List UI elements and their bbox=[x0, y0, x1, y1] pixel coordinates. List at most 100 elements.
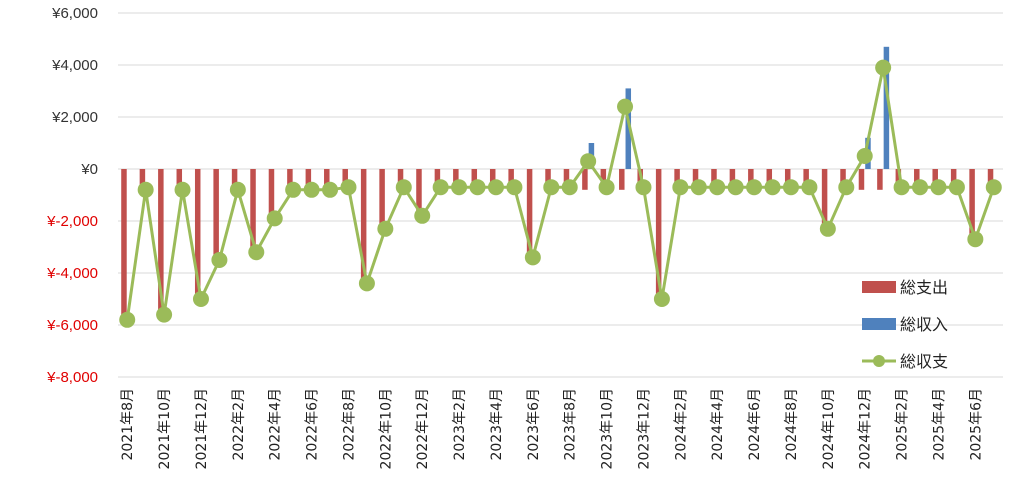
bar-expense bbox=[250, 169, 256, 253]
x-tick-label: 2023年6月 bbox=[526, 388, 542, 461]
x-tick-label: 2021年8月 bbox=[120, 388, 136, 461]
legend-label-balance: 総収支 bbox=[900, 352, 948, 371]
bar-expense bbox=[950, 169, 957, 188]
bar-expense bbox=[360, 169, 367, 284]
point-balance bbox=[137, 181, 154, 198]
bar-expense bbox=[674, 169, 680, 188]
bar-expense bbox=[692, 169, 699, 188]
bar-expense bbox=[416, 169, 422, 216]
bar-expense bbox=[526, 169, 533, 258]
point-balance bbox=[414, 207, 431, 224]
bar-expense bbox=[453, 169, 459, 188]
legend-swatch-income bbox=[862, 318, 896, 330]
point-balance bbox=[285, 181, 302, 198]
point-balance bbox=[119, 311, 136, 328]
point-balance bbox=[211, 252, 228, 268]
y-tick-label: ¥4,000 bbox=[51, 57, 98, 74]
point-balance bbox=[727, 179, 744, 196]
point-balance bbox=[580, 153, 597, 170]
x-tick-label: 2025年4月 bbox=[931, 388, 947, 461]
x-tick-label: 2024年2月 bbox=[673, 388, 689, 461]
point-balance bbox=[967, 231, 984, 248]
bar-expense bbox=[600, 169, 607, 188]
bar-expense bbox=[582, 169, 588, 190]
bar-expense bbox=[655, 169, 662, 299]
x-tick-label: 2025年6月 bbox=[968, 388, 984, 461]
point-balance bbox=[229, 181, 246, 198]
y-tick-label: ¥-8,000 bbox=[46, 369, 98, 386]
bar-expense bbox=[914, 169, 920, 188]
point-balance bbox=[948, 179, 965, 196]
point-balance bbox=[709, 179, 726, 196]
point-balance bbox=[340, 179, 357, 196]
point-balance bbox=[801, 179, 818, 196]
bar-income bbox=[883, 46, 890, 169]
point-balance bbox=[174, 181, 191, 198]
x-tick-label: 2023年12月 bbox=[636, 388, 652, 469]
x-axis-tick-labels: 2021年8月 2021年10月 2021年12月 2022年2月 2022年4月 202… bbox=[120, 388, 984, 469]
y-axis-tick-labels: ¥6,000 ¥4,000 ¥2,000 ¥0 ¥-2,000 ¥-4,000 ¥-6,00… bbox=[46, 5, 98, 386]
bar-expense bbox=[379, 169, 385, 229]
y-tick-label: ¥0 bbox=[80, 161, 98, 178]
bar-expense bbox=[766, 169, 773, 188]
legend: 総支出 総収入 総収支 bbox=[862, 278, 948, 371]
bar-expense bbox=[176, 169, 183, 190]
x-tick-label: 2022年2月 bbox=[231, 388, 247, 461]
y-tick-label: ¥-6,000 bbox=[46, 317, 98, 334]
x-tick-label: 2024年6月 bbox=[747, 388, 763, 461]
point-balance bbox=[672, 179, 689, 196]
y-tick-label: ¥2,000 bbox=[51, 109, 98, 126]
y-tick-label: ¥-2,000 bbox=[46, 213, 98, 230]
bar-expense bbox=[729, 169, 736, 188]
bar-expense bbox=[784, 169, 791, 188]
bar-expense bbox=[324, 169, 330, 190]
point-balance bbox=[487, 179, 504, 196]
point-balance bbox=[653, 291, 670, 307]
point-balance bbox=[635, 179, 652, 196]
point-balance bbox=[782, 179, 799, 196]
bar-expense bbox=[987, 169, 994, 188]
point-balance bbox=[598, 179, 615, 196]
point-balance bbox=[893, 179, 910, 196]
bar-expense bbox=[821, 169, 828, 229]
x-tick-label: 2024年4月 bbox=[710, 388, 726, 461]
x-tick-label: 2023年8月 bbox=[563, 388, 579, 461]
point-balance bbox=[303, 181, 320, 198]
bar-expense bbox=[895, 169, 902, 188]
point-balance bbox=[561, 179, 578, 196]
point-balance bbox=[764, 179, 781, 196]
x-tick-label: 2021年10月 bbox=[157, 388, 173, 469]
bar-expense bbox=[508, 169, 514, 188]
balance-line bbox=[119, 59, 1002, 328]
bar-expense bbox=[969, 169, 975, 240]
point-balance bbox=[506, 179, 523, 196]
point-balance bbox=[395, 179, 412, 196]
legend-swatch-balance-marker bbox=[873, 355, 885, 367]
point-balance bbox=[156, 306, 173, 323]
bar-expense bbox=[858, 169, 865, 190]
bar-expense bbox=[287, 169, 293, 190]
bar-expense bbox=[397, 169, 404, 188]
x-tick-label: 2023年2月 bbox=[452, 388, 468, 461]
point-balance bbox=[358, 275, 375, 292]
bar-expense bbox=[545, 169, 551, 188]
y-tick-label: ¥6,000 bbox=[51, 5, 98, 22]
bar-expense bbox=[563, 169, 570, 188]
bar-expense bbox=[434, 169, 441, 188]
bar-expense bbox=[231, 169, 238, 190]
bar-expense bbox=[471, 169, 478, 188]
bar-expense bbox=[489, 169, 496, 188]
point-balance bbox=[617, 98, 634, 115]
point-balance bbox=[838, 179, 855, 196]
bar-income bbox=[625, 88, 632, 169]
point-balance bbox=[543, 179, 560, 196]
gridlines bbox=[118, 12, 1003, 378]
point-balance bbox=[451, 179, 468, 196]
legend-label-income: 総収入 bbox=[900, 315, 948, 334]
bar-expense bbox=[748, 169, 754, 188]
point-balance bbox=[377, 220, 394, 237]
bar-expense bbox=[139, 169, 146, 190]
legend-label-expense: 総支出 bbox=[900, 278, 948, 297]
bar-expense bbox=[619, 169, 625, 190]
